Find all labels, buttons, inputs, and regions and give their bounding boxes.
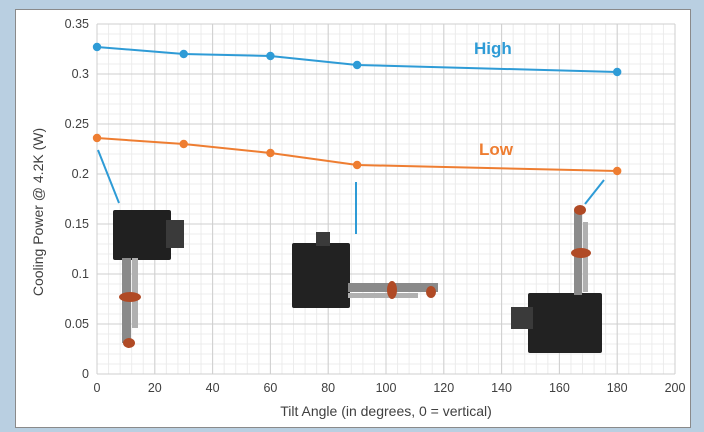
series-label-low: Low: [479, 140, 514, 159]
data-point-low: [92, 133, 102, 143]
y-tick-label: 0.2: [72, 167, 89, 181]
y-tick-labels: 0 0.05 0.1 0.15 0.2 0.25 0.3 0.35: [65, 17, 89, 381]
data-point-low: [352, 160, 362, 170]
x-tick-label: 140: [491, 381, 512, 395]
x-tick-label: 120: [433, 381, 454, 395]
callout-line-0deg: [97, 149, 120, 204]
cryocooler-photo-inverted: [511, 205, 602, 353]
y-axis-title: Cooling Power @ 4.2K (W): [30, 128, 46, 296]
x-tick-label: 100: [376, 381, 397, 395]
x-tick-label: 0: [94, 381, 101, 395]
data-point-high: [613, 67, 622, 77]
cryocooler-photo-horizontal: [292, 232, 438, 308]
x-tick-label: 40: [206, 381, 220, 395]
chart-svg: 0 20 40 60 80 100 120 140 160 180 200 0 0.05 0.1 0.15…: [30, 17, 686, 419]
y-tick-label: 0.3: [72, 67, 89, 81]
data-point-high: [179, 49, 188, 59]
x-tick-label: 160: [549, 381, 570, 395]
x-tick-labels: 0 20 40 60 80 100 120 140 160 180 200: [94, 381, 686, 395]
photo-callout-lines: [97, 149, 605, 234]
x-tick-label: 180: [607, 381, 628, 395]
x-tick-label: 80: [321, 381, 335, 395]
y-tick-label: 0.35: [65, 17, 89, 31]
y-tick-label: 0.15: [65, 217, 89, 231]
y-tick-label: 0: [82, 367, 89, 381]
callout-line-180deg: [584, 179, 605, 205]
series-label-high: High: [474, 39, 512, 58]
data-point-low: [179, 139, 188, 149]
major-grid: [96, 23, 676, 375]
chart-frame: 0 20 40 60 80 100 120 140 160 180 200 0 0.05 0.1 0.15…: [15, 9, 691, 428]
y-tick-label: 0.05: [65, 317, 89, 331]
data-point-high: [352, 60, 362, 70]
y-tick-label: 0.25: [65, 117, 89, 131]
x-tick-label: 200: [665, 381, 686, 395]
x-tick-label: 60: [263, 381, 277, 395]
data-point-low: [613, 166, 622, 176]
data-point-high: [92, 42, 102, 52]
x-tick-label: 20: [148, 381, 162, 395]
x-axis-title: Tilt Angle (in degrees, 0 = vertical): [280, 403, 492, 419]
y-tick-label: 0.1: [72, 267, 89, 281]
series-layer: [92, 42, 622, 176]
cryocooler-photo-vertical: [113, 210, 184, 348]
data-point-low: [266, 148, 275, 158]
data-point-high: [266, 51, 275, 61]
